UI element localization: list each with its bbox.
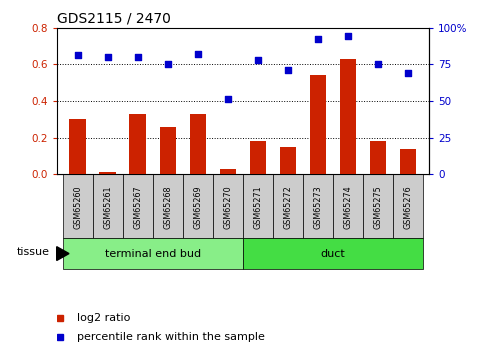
Bar (310, 75, 326, 174)
Bar (400, 149, 416, 174)
Text: terminal end bud: terminal end bud (105, 249, 201, 258)
Bar (93, 174, 123, 238)
Point (164, 61, 172, 67)
Bar (273, 174, 303, 238)
Text: duct: duct (320, 249, 345, 258)
Point (404, 70, 412, 76)
Bar (393, 174, 423, 238)
Point (254, 57, 262, 62)
Text: GSM65271: GSM65271 (253, 186, 262, 229)
Bar (189, 114, 206, 174)
Text: GSM65261: GSM65261 (103, 186, 112, 229)
Text: tissue: tissue (16, 247, 49, 257)
Text: GSM65275: GSM65275 (373, 186, 383, 229)
Point (194, 51, 202, 57)
Point (344, 33, 352, 39)
Text: log2 ratio: log2 ratio (77, 313, 131, 323)
Bar (160, 127, 176, 174)
Text: GSM65273: GSM65273 (314, 186, 322, 229)
Bar (100, 172, 116, 174)
Point (104, 54, 112, 60)
Point (374, 61, 382, 67)
Text: GDS2115 / 2470: GDS2115 / 2470 (57, 11, 171, 25)
Bar (243, 174, 273, 238)
Text: GSM65272: GSM65272 (283, 186, 292, 229)
Bar (340, 59, 356, 174)
Bar (243, 238, 423, 269)
Bar (333, 174, 363, 238)
Text: GSM65270: GSM65270 (223, 186, 232, 229)
Bar (123, 174, 153, 238)
Bar (219, 169, 236, 174)
Point (284, 67, 292, 73)
Text: GSM65276: GSM65276 (403, 186, 413, 229)
Bar (213, 174, 243, 238)
Text: GSM65267: GSM65267 (133, 186, 142, 229)
Text: GSM65274: GSM65274 (343, 186, 352, 229)
Bar (280, 147, 296, 174)
Bar (183, 174, 213, 238)
Point (314, 37, 322, 42)
Text: GSM65269: GSM65269 (193, 186, 202, 229)
Point (224, 97, 232, 102)
Bar (303, 174, 333, 238)
Bar (63, 238, 243, 269)
Bar (70, 119, 86, 174)
Bar (130, 114, 146, 174)
Bar (249, 141, 266, 174)
Text: GSM65268: GSM65268 (163, 186, 172, 229)
Bar (370, 141, 386, 174)
Text: percentile rank within the sample: percentile rank within the sample (77, 332, 265, 342)
Text: GSM65260: GSM65260 (73, 186, 82, 229)
Bar (363, 174, 393, 238)
Bar (63, 174, 93, 238)
Point (74, 53, 82, 58)
Bar (153, 174, 183, 238)
Point (134, 54, 141, 60)
